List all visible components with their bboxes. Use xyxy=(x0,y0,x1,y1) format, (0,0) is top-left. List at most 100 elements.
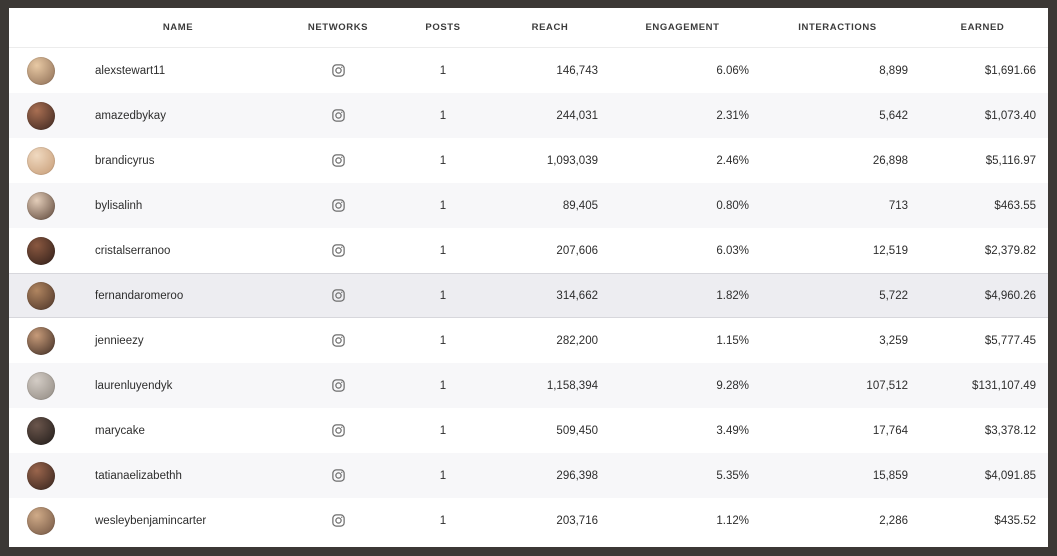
earned-value: $4,960.26 xyxy=(984,289,1036,302)
earned-value: $5,116.97 xyxy=(985,154,1036,167)
engagement-value: 3.49% xyxy=(716,424,749,437)
instagram-icon xyxy=(331,288,346,303)
posts-value: 1 xyxy=(439,109,447,122)
interactions-value: 12,519 xyxy=(872,244,908,257)
instagram-icon xyxy=(331,108,346,123)
avatar xyxy=(27,281,55,310)
engagement-value: 1.82% xyxy=(716,289,749,302)
table-row[interactable]: laurenluyendyk 1 1,158,394 9.28% 107,512… xyxy=(9,363,1048,408)
interactions-value: 26,898 xyxy=(872,154,908,167)
influencer-name: wesleybenjamincarter xyxy=(95,514,207,527)
posts-value: 1 xyxy=(439,379,447,392)
networks-cell xyxy=(283,108,393,123)
influencer-name: laurenluyendyk xyxy=(95,379,173,392)
posts-value: 1 xyxy=(439,334,447,347)
interactions-value: 2,286 xyxy=(879,514,908,527)
avatar xyxy=(27,371,55,400)
engagement-value: 6.03% xyxy=(716,244,749,257)
avatar xyxy=(27,461,55,490)
table-row[interactable]: tatianaelizabethh 1 296,398 5.35% 15,859… xyxy=(9,453,1048,498)
instagram-icon xyxy=(331,513,346,528)
column-header-name[interactable]: NAME xyxy=(162,22,194,33)
networks-cell xyxy=(283,333,393,348)
posts-value: 1 xyxy=(439,424,447,437)
posts-value: 1 xyxy=(439,289,447,302)
avatar xyxy=(27,101,55,130)
table-row[interactable]: wesleybenjamincarter 1 203,716 1.12% 2,2… xyxy=(9,498,1048,543)
table-row[interactable]: jennieezy 1 282,200 1.15% 3,259 $5,777.4… xyxy=(9,318,1048,363)
table-row[interactable]: fernandaromeroo 1 314,662 1.82% 5,722 $4… xyxy=(9,273,1048,318)
earned-value: $131,107.49 xyxy=(972,379,1036,392)
table-row[interactable]: bylisalinh 1 89,405 0.80% 713 $463.55 xyxy=(9,183,1048,228)
posts-value: 1 xyxy=(439,154,447,167)
table-row[interactable]: brandicyrus 1 1,093,039 2.46% 26,898 $5,… xyxy=(9,138,1048,183)
table-row[interactable]: amazedbykay 1 244,031 2.31% 5,642 $1,073… xyxy=(9,93,1048,138)
earned-value: $463.55 xyxy=(994,199,1036,212)
instagram-icon xyxy=(331,243,346,258)
networks-cell xyxy=(283,513,393,528)
engagement-value: 1.12% xyxy=(716,514,749,527)
table-row[interactable]: alexstewart11 1 146,743 6.06% 8,899 $1,6… xyxy=(9,48,1048,93)
earned-value: $1,691.66 xyxy=(984,64,1036,77)
column-header-engagement[interactable]: ENGAGEMENT xyxy=(645,22,720,33)
influencer-name: brandicyrus xyxy=(95,154,155,167)
avatar xyxy=(27,146,55,175)
networks-cell xyxy=(283,153,393,168)
posts-value: 1 xyxy=(439,64,447,77)
instagram-icon xyxy=(331,198,346,213)
earned-value: $2,379.82 xyxy=(984,244,1036,257)
engagement-value: 6.06% xyxy=(716,64,749,77)
column-header-posts[interactable]: POSTS xyxy=(425,22,461,33)
column-header-earned[interactable]: EARNED xyxy=(960,22,1005,33)
earned-value: $1,073.40 xyxy=(984,109,1036,122)
influencer-name: marycake xyxy=(95,424,145,437)
networks-cell xyxy=(283,378,393,393)
earned-value: $4,091.85 xyxy=(984,469,1036,482)
reach-value: 1,158,394 xyxy=(546,379,598,392)
reach-value: 1,093,039 xyxy=(546,154,598,167)
avatar xyxy=(27,506,55,535)
engagement-value: 5.35% xyxy=(716,469,749,482)
reach-value: 207,606 xyxy=(556,244,598,257)
influencer-name: jennieezy xyxy=(95,334,144,347)
interactions-value: 8,899 xyxy=(879,64,908,77)
influencer-name: cristalserranoo xyxy=(95,244,171,257)
table-row[interactable]: cristalserranoo 1 207,606 6.03% 12,519 $… xyxy=(9,228,1048,273)
engagement-value: 1.15% xyxy=(716,334,749,347)
column-header-reach[interactable]: REACH xyxy=(531,22,569,33)
instagram-icon xyxy=(331,468,346,483)
reach-value: 296,398 xyxy=(556,469,598,482)
avatar xyxy=(27,416,55,445)
column-header-interactions[interactable]: INTERACTIONS xyxy=(798,22,877,33)
interactions-value: 15,859 xyxy=(872,469,908,482)
engagement-value: 0.80% xyxy=(716,199,749,212)
column-header-networks[interactable]: NETWORKS xyxy=(307,22,369,33)
posts-value: 1 xyxy=(439,514,447,527)
interactions-value: 5,722 xyxy=(879,289,908,302)
influencer-name: alexstewart11 xyxy=(95,64,166,77)
influencer-name: amazedbykay xyxy=(95,109,166,122)
table-header-row: NAME NETWORKS POSTS REACH ENGAGEMENT INT… xyxy=(9,8,1048,48)
instagram-icon xyxy=(331,153,346,168)
posts-value: 1 xyxy=(439,199,447,212)
reach-value: 509,450 xyxy=(556,424,598,437)
engagement-value: 2.46% xyxy=(716,154,749,167)
avatar xyxy=(27,236,55,265)
reach-value: 244,031 xyxy=(556,109,598,122)
instagram-icon xyxy=(331,378,346,393)
table-body: alexstewart11 1 146,743 6.06% 8,899 $1,6… xyxy=(9,48,1048,543)
networks-cell xyxy=(283,63,393,78)
reach-value: 146,743 xyxy=(556,64,598,77)
earned-value: $3,378.12 xyxy=(984,424,1036,437)
interactions-value: 5,642 xyxy=(879,109,908,122)
table-row[interactable]: marycake 1 509,450 3.49% 17,764 $3,378.1… xyxy=(9,408,1048,453)
interactions-value: 713 xyxy=(888,199,908,212)
engagement-value: 9.28% xyxy=(716,379,749,392)
interactions-value: 107,512 xyxy=(866,379,908,392)
earned-value: $5,777.45 xyxy=(984,334,1036,347)
engagement-value: 2.31% xyxy=(716,109,749,122)
earned-value: $435.52 xyxy=(994,514,1036,527)
influencer-table-card: NAME NETWORKS POSTS REACH ENGAGEMENT INT… xyxy=(9,8,1048,547)
interactions-value: 17,764 xyxy=(872,424,908,437)
posts-value: 1 xyxy=(439,469,447,482)
